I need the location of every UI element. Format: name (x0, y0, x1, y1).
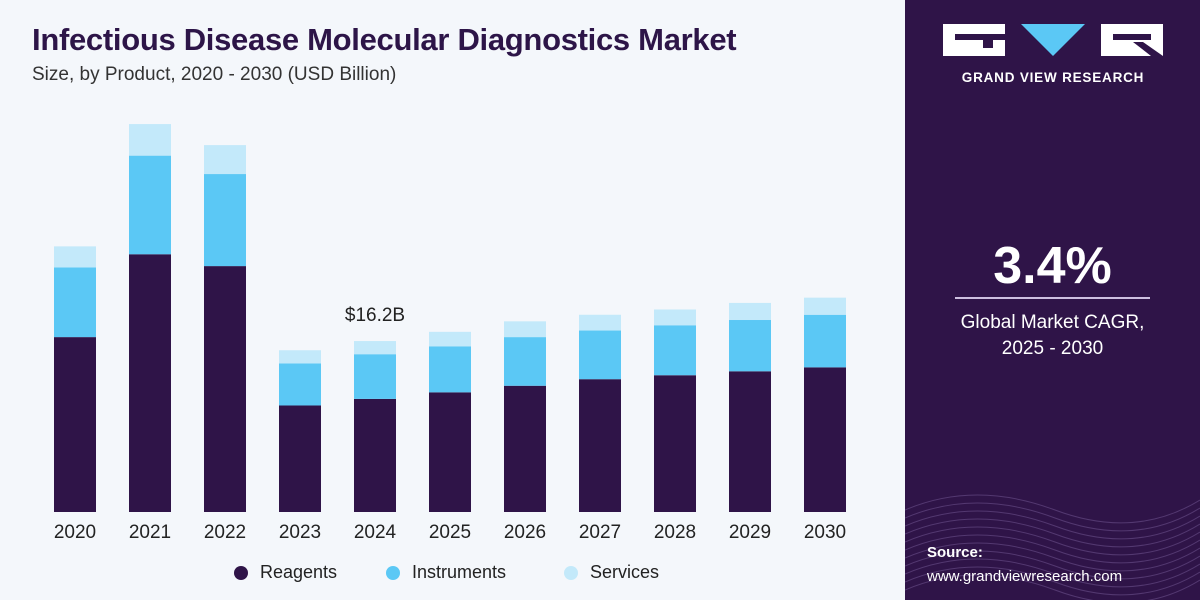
bar-instruments-2022 (204, 174, 246, 267)
bar-instruments-2027 (579, 330, 621, 380)
bar-instruments-2029 (729, 320, 771, 372)
legend-item-services: Services (564, 562, 659, 583)
data-label-2024: $16.2B (345, 305, 405, 326)
legend-dot-instruments (386, 565, 400, 580)
bar-reagents-2028 (654, 375, 696, 512)
legend-item-reagents: Reagents (234, 562, 337, 583)
bar-reagents-2021 (129, 254, 171, 512)
cagr-label-line-1: Global Market CAGR, (960, 312, 1145, 333)
source-url: www.grandviewresearch.com (927, 568, 1123, 585)
x-tick-label-2023: 2023 (279, 522, 321, 543)
bar-instruments-2021 (129, 155, 171, 255)
x-tick-label-2025: 2025 (429, 522, 471, 543)
bar-instruments-2020 (54, 267, 96, 338)
x-tick-label-2029: 2029 (729, 522, 771, 543)
side-panel: GRAND VIEW RESEARCH 3.4% Global Market C… (905, 0, 1200, 600)
bar-services-2029 (729, 302, 771, 321)
bar-services-2026 (504, 321, 546, 338)
source-label: Source: (927, 544, 983, 561)
x-tick-label-2024: 2024 (354, 522, 397, 543)
bar-instruments-2025 (429, 346, 471, 393)
bar-instruments-2024 (354, 354, 396, 399)
bar-reagents-2020 (54, 337, 96, 512)
x-tick-label-2030: 2030 (804, 522, 846, 543)
logo: GRAND VIEW RESEARCH (943, 22, 1163, 92)
bar-reagents-2027 (579, 379, 621, 512)
cagr-value: 3.4% (993, 237, 1112, 295)
cagr-label-line-2: 2025 - 2030 (1001, 338, 1104, 359)
bar-reagents-2023 (279, 405, 321, 512)
bar-reagents-2026 (504, 385, 546, 512)
x-tick-label-2026: 2026 (504, 522, 546, 543)
bar-services-2025 (429, 331, 471, 347)
bar-services-2027 (579, 314, 621, 331)
legend-item-instruments: Instruments (386, 562, 506, 583)
logo-text: GRAND VIEW RESEARCH (961, 70, 1145, 85)
bar-instruments-2023 (279, 363, 321, 406)
cagr-label: Global Market CAGR, 2025 - 2030 (905, 310, 1200, 362)
bar-chart: 2020 2021 2022 2023 2024 $16.2B 2025 2026 2027 20… (54, 124, 846, 543)
legend-label-services: Services (590, 562, 660, 582)
legend-label-reagents: Reagents (260, 562, 338, 582)
x-tick-label-2022: 2022 (204, 522, 246, 543)
x-tick-label-2028: 2028 (654, 522, 696, 543)
legend: Reagents Instruments Services (0, 562, 905, 588)
legend-dot-services (564, 565, 578, 580)
x-tick-label-2021: 2021 (129, 522, 171, 543)
bar-reagents-2030 (804, 367, 846, 512)
bar-reagents-2025 (429, 392, 471, 512)
bar-services-2021 (129, 124, 171, 156)
legend-dot-reagents (234, 565, 248, 580)
logo-mark-icon (943, 24, 1163, 56)
chart-area: Infectious Disease Molecular Diagnostics… (0, 22, 905, 588)
x-tick-label-2020: 2020 (54, 522, 96, 543)
bar-instruments-2026 (504, 337, 546, 386)
bar-services-2030 (804, 297, 846, 315)
chart-title: Infectious Disease Molecular Diagnostics… (32, 22, 737, 57)
decorative-wave-pattern (905, 494, 1200, 600)
bar-reagents-2024 (354, 398, 396, 512)
legend-label-instruments: Instruments (412, 562, 507, 582)
bar-services-2028 (654, 309, 696, 326)
bar-instruments-2028 (654, 325, 696, 376)
bar-reagents-2022 (204, 266, 246, 512)
chart-subtitle: Size, by Product, 2020 - 2030 (USD Billi… (32, 64, 397, 85)
cagr-divider (955, 297, 1150, 299)
bar-services-2024 (354, 341, 396, 355)
x-tick-label-2027: 2027 (579, 522, 621, 543)
bar-instruments-2030 (804, 314, 846, 368)
bar-services-2022 (204, 145, 246, 175)
bar-reagents-2029 (729, 371, 771, 512)
bar-services-2023 (279, 350, 321, 364)
bar-services-2020 (54, 246, 96, 268)
